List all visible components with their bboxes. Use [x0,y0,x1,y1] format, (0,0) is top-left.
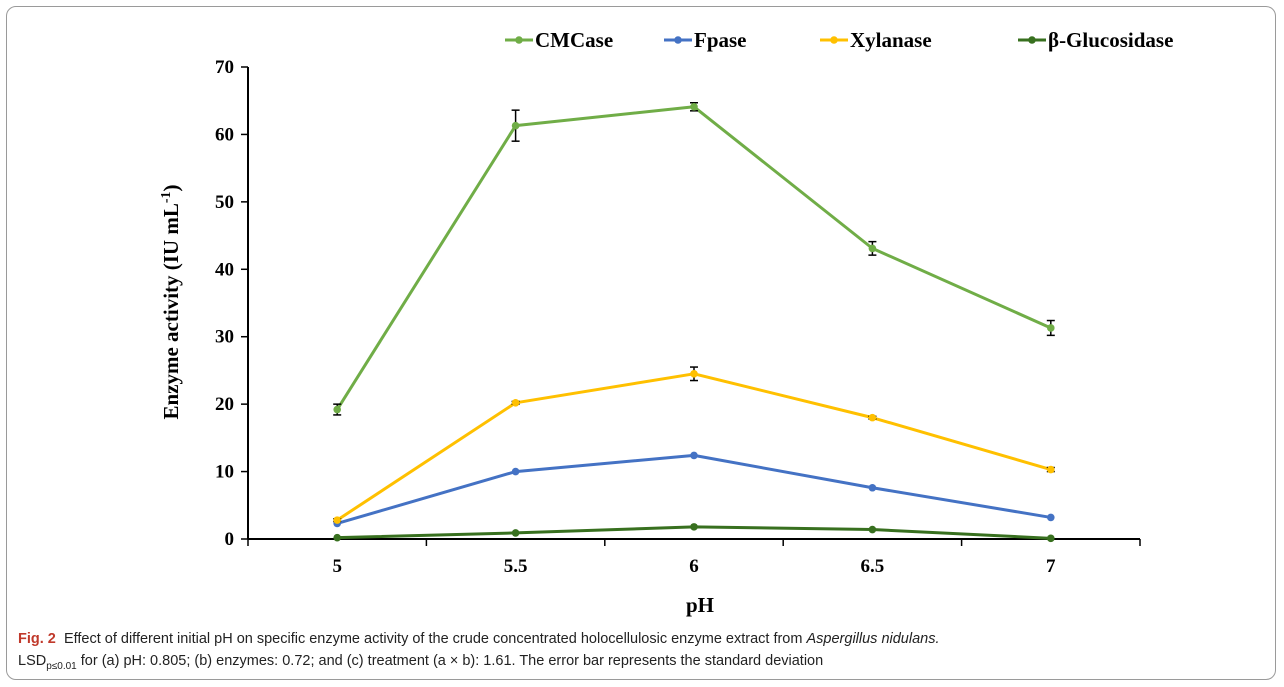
y-tick-label: 20 [215,394,234,415]
data-point [868,483,877,492]
caption-text-2: for (a) pH: 0.805; (b) enzymes: 0.72; an… [80,653,824,669]
y-tick-label: 50 [215,192,234,213]
figure-frame [6,6,1276,680]
legend-label: Fpase [694,28,747,52]
figure-caption: Fig. 2 Effect of different initial pH on… [18,628,1268,678]
y-tick-label: 40 [215,259,234,280]
data-point [690,102,698,111]
data-point [333,405,342,414]
data-point [1047,324,1055,332]
x-tick-label: 6.5 [861,556,885,577]
data-point [690,523,698,531]
legend-item: β-Glucosidase [1018,28,1173,52]
caption-lsd-subscript: p≤0.01 [46,660,77,672]
y-tick-label: 10 [215,462,234,483]
x-axis-title: pH [686,593,714,617]
y-axis-title-main: Enzyme activity (IU mL [159,203,183,419]
data-point [868,413,877,422]
axes: 0 10 20 30 40 50 60 70 5 5.5 6 6.5 7 [215,57,1141,577]
y-axis-title-sup: -1 [159,191,174,203]
y-axis-title: Enzyme activity (IU mL-1) [159,184,183,419]
data-point [1047,534,1055,543]
data-point [511,398,520,407]
y-tick-label: 70 [215,57,234,78]
series-line [335,105,1052,411]
legend-swatch-marker [1028,36,1036,44]
y-tick-label: 30 [215,327,234,348]
caption-lsd: LSD [18,653,47,669]
data-point [690,370,698,378]
legend-swatch-marker [515,36,523,44]
legend-swatch-marker [674,36,682,44]
x-tick-label: 6 [689,556,699,577]
series-xylanase [333,366,1055,524]
series-line [336,453,1052,525]
legend-item: Fpase [664,28,747,52]
enzyme-activity-chart: CMCase Fpase Xylanase β-Glucosidase 0 10 20 30… [159,28,1173,617]
caption-text-1: Effect of different initial pH on specif… [63,631,803,647]
y-axis-title-close: ) [159,184,183,191]
legend-label: CMCase [535,28,613,52]
data-point [1047,465,1055,474]
series-cmcase [333,101,1055,416]
data-point [333,533,342,542]
legend-item: CMCase [505,28,613,52]
legend-label: Xylanase [850,28,932,52]
x-tick-label: 5 [332,556,342,577]
x-tick-label: 7 [1046,556,1056,577]
data-point [868,244,877,253]
figure-number: Fig. 2 [18,631,56,647]
data-point [511,529,520,537]
legend: CMCase Fpase Xylanase β-Glucosidase [505,28,1173,52]
data-point [690,451,698,460]
data-point [511,467,520,476]
y-tick-label: 0 [225,529,235,550]
data-point [868,525,877,534]
caption-organism: Aspergillus nidulans. [806,631,940,647]
data-point [333,516,342,524]
series--glucosidase [333,523,1055,543]
series-fpase [333,451,1055,528]
legend-item: Xylanase [820,28,932,52]
x-tick-label: 5.5 [504,556,528,577]
y-tick-label: 60 [215,124,234,145]
legend-swatch-marker [830,36,838,44]
data-point [511,121,520,130]
series-layer [333,101,1055,543]
data-point [1047,513,1055,522]
legend-label: β-Glucosidase [1048,28,1173,52]
